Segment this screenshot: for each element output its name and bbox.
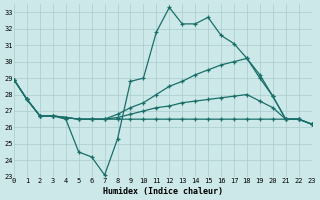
- X-axis label: Humidex (Indice chaleur): Humidex (Indice chaleur): [103, 187, 223, 196]
